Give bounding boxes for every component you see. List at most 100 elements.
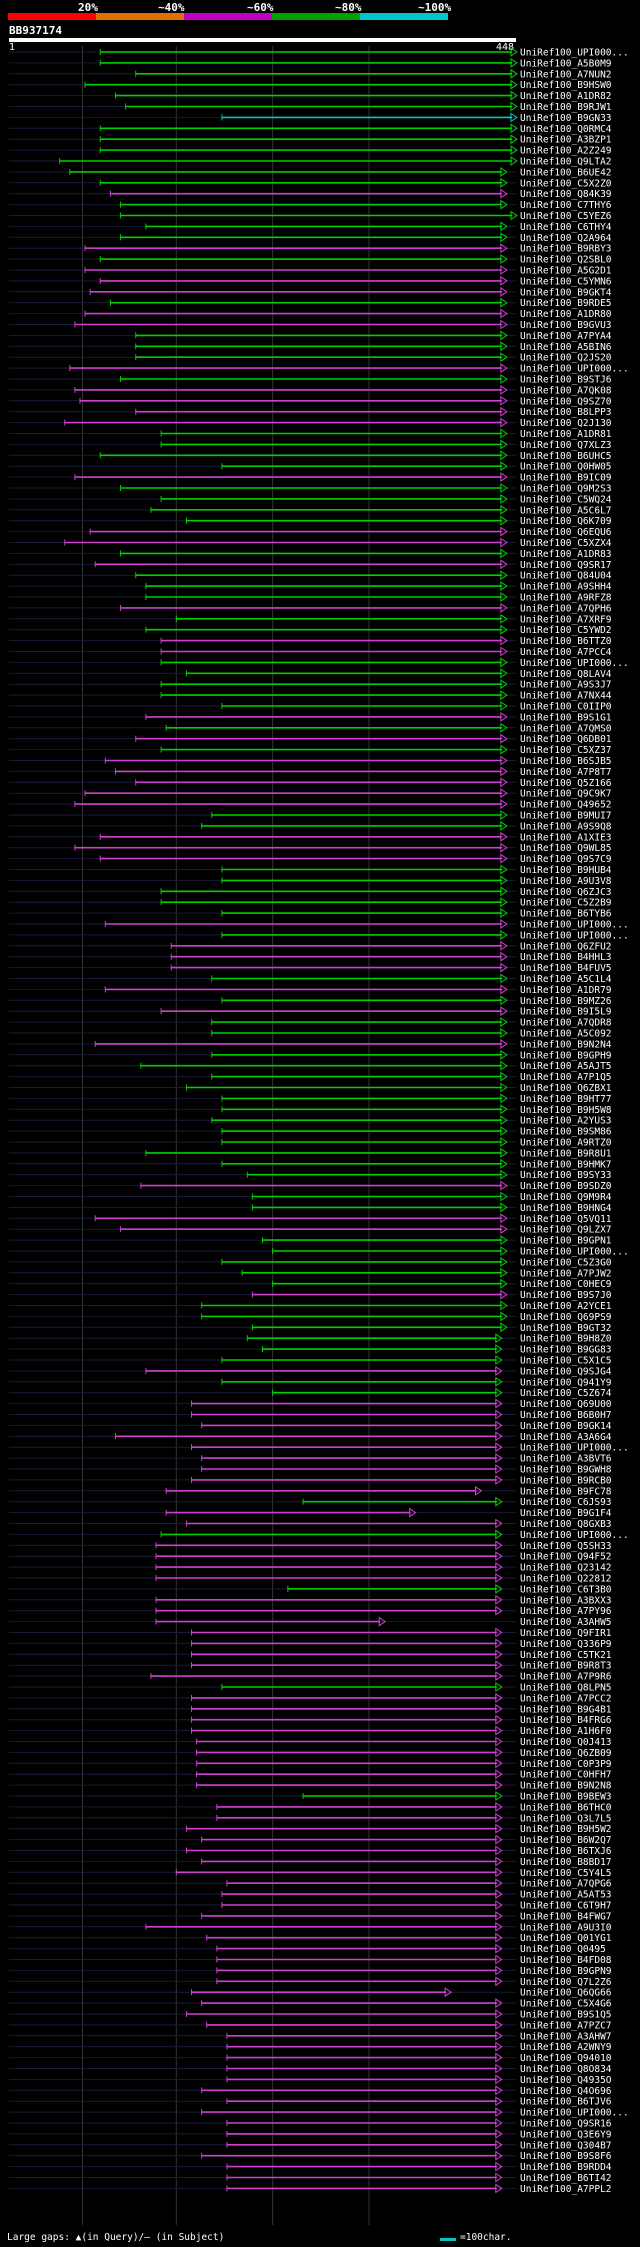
hit-row[interactable]: UniRef100_Q6DB01 (9, 733, 612, 745)
hit-row[interactable]: UniRef100_UPI000... (9, 1529, 629, 1541)
hit-row[interactable]: UniRef100_B4FD08 (9, 1954, 612, 1966)
hit-row[interactable]: UniRef100_B9H5W8 (9, 1104, 612, 1116)
hit-row[interactable]: UniRef100_A7PCC2 (9, 1692, 612, 1704)
hit-row[interactable]: UniRef100_B9GVU3 (9, 319, 612, 331)
hit-row[interactable]: UniRef100_A3A6G4 (9, 1431, 612, 1443)
hit-row[interactable]: UniRef100_Q9FIR1 (9, 1627, 612, 1639)
hit-row[interactable]: UniRef100_A5AJT5 (9, 1060, 612, 1072)
hit-row[interactable]: UniRef100_A7PZC7 (9, 2019, 612, 2031)
hit-row[interactable]: UniRef100_Q5Z166 (9, 777, 612, 789)
hit-row[interactable]: UniRef100_Q94F52 (9, 1551, 612, 1563)
hit-row[interactable]: UniRef100_C0HEC9 (9, 1278, 612, 1290)
hit-row[interactable]: UniRef100_Q4O696 (9, 2085, 612, 2097)
hit-row[interactable]: UniRef100_B9HMK7 (9, 1158, 612, 1170)
hit-row[interactable]: UniRef100_Q49652 (9, 799, 612, 811)
hit-row[interactable]: UniRef100_Q336P9 (9, 1638, 612, 1650)
hit-row[interactable]: UniRef100_Q6ZFU2 (9, 940, 612, 952)
hit-row[interactable]: UniRef100_UPI000... (9, 919, 629, 931)
hit-row[interactable]: UniRef100_A9RTZ0 (9, 1137, 612, 1149)
hit-row[interactable]: UniRef100_Q0HW05 (9, 461, 612, 473)
hit-row[interactable]: UniRef100_A3BZP1 (9, 134, 612, 146)
hit-row[interactable]: UniRef100_B9STJ6 (9, 374, 612, 386)
hit-row[interactable]: UniRef100_Q6ZB09 (9, 1747, 612, 1759)
hit-row[interactable]: UniRef100_B8BD17 (9, 1856, 612, 1868)
hit-row[interactable]: UniRef100_C0IIP0 (9, 701, 612, 713)
hit-row[interactable]: UniRef100_B9G1F4 (9, 1507, 612, 1519)
hit-row[interactable]: UniRef100_C5YWD2 (9, 624, 612, 636)
hit-row[interactable]: UniRef100_B6TYB6 (9, 908, 612, 920)
hit-row[interactable]: UniRef100_A1DR80 (9, 308, 612, 320)
hit-row[interactable]: UniRef100_B9G4B1 (9, 1703, 612, 1715)
hit-row[interactable]: UniRef100_A2YUS3 (9, 1115, 612, 1127)
hit-row[interactable]: UniRef100_Q9LZX7 (9, 1224, 612, 1236)
hit-row[interactable]: UniRef100_B9SY33 (9, 1169, 612, 1181)
hit-row[interactable]: UniRef100_Q01YG1 (9, 1932, 612, 1944)
hit-row[interactable]: UniRef100_B6THC0 (9, 1801, 612, 1813)
hit-row[interactable]: UniRef100_C5XZX4 (9, 537, 612, 549)
hit-row[interactable]: UniRef100_B9GPH9 (9, 1049, 612, 1061)
hit-row[interactable]: UniRef100_C6JS93 (9, 1496, 612, 1508)
hit-row[interactable]: UniRef100_A5AT53 (9, 1889, 612, 1901)
hit-row[interactable]: UniRef100_A7PJW2 (9, 1267, 612, 1279)
hit-row[interactable]: UniRef100_B8LPP3 (9, 406, 612, 418)
hit-row[interactable]: UniRef100_A5C6L7 (9, 504, 612, 516)
hit-row[interactable]: UniRef100_C5YMN6 (9, 275, 612, 287)
hit-row[interactable]: UniRef100_B6TJV6 (9, 2096, 612, 2108)
hit-row[interactable]: UniRef100_A1DR81 (9, 428, 612, 440)
hit-row[interactable]: UniRef100_B6B0H7 (9, 1409, 612, 1421)
hit-row[interactable]: UniRef100_Q8O834 (9, 2063, 612, 2075)
hit-row[interactable]: UniRef100_UPI000... (9, 657, 629, 669)
hit-row[interactable]: UniRef100_UPI000... (9, 47, 629, 59)
hit-row[interactable]: UniRef100_Q304B7 (9, 2139, 612, 2151)
hit-row[interactable]: UniRef100_B9RJW1 (9, 101, 612, 113)
hit-row[interactable]: UniRef100_Q2J130 (9, 417, 612, 429)
hit-row[interactable]: UniRef100_A7NX44 (9, 690, 612, 702)
hit-row[interactable]: UniRef100_A7PYA4 (9, 330, 612, 342)
hit-row[interactable]: UniRef100_C5XZ37 (9, 744, 612, 756)
hit-row[interactable]: UniRef100_Q6ZBX1 (9, 1082, 612, 1094)
hit-row[interactable]: UniRef100_B9GPN9 (9, 1965, 612, 1977)
hit-row[interactable]: UniRef100_A7P1Q5 (9, 1071, 612, 1083)
hit-row[interactable]: UniRef100_A1DR79 (9, 984, 612, 996)
hit-row[interactable]: UniRef100_B9MZ26 (9, 995, 612, 1007)
hit-row[interactable]: UniRef100_A2WNY9 (9, 2041, 612, 2053)
hit-row[interactable]: UniRef100_Q5VQ11 (9, 1213, 612, 1225)
hit-row[interactable]: UniRef100_B9RDD4 (9, 2161, 612, 2173)
hit-row[interactable]: UniRef100_A7QPH6 (9, 602, 612, 614)
hit-row[interactable]: UniRef100_A9SHH4 (9, 581, 612, 593)
hit-row[interactable]: UniRef100_B9BEW3 (9, 1791, 612, 1803)
hit-row[interactable]: UniRef100_Q9SJG4 (9, 1365, 612, 1377)
hit-row[interactable]: UniRef100_C5Z3G0 (9, 1256, 612, 1268)
hit-row[interactable]: UniRef100_A7QDR8 (9, 1017, 612, 1029)
hit-row[interactable]: UniRef100_A5BIN6 (9, 341, 612, 353)
hit-row[interactable]: UniRef100_B9IC09 (9, 472, 612, 484)
hit-row[interactable]: UniRef100_C6T3B0 (9, 1583, 612, 1595)
hit-row[interactable]: UniRef100_B9S1G1 (9, 711, 612, 723)
hit-row[interactable]: UniRef100_B9GK14 (9, 1420, 612, 1432)
hit-row[interactable]: UniRef100_A7QPG6 (9, 1878, 612, 1890)
hit-row[interactable]: UniRef100_A5B0M9 (9, 57, 612, 69)
hit-row[interactable]: UniRef100_Q9SR16 (9, 2118, 612, 2130)
hit-row[interactable]: UniRef100_Q0RMC4 (9, 123, 612, 135)
hit-row[interactable]: UniRef100_B9S8F6 (9, 2150, 612, 2162)
hit-row[interactable]: UniRef100_C5X1C5 (9, 1355, 612, 1367)
hit-row[interactable]: UniRef100_Q7L2Z6 (9, 1976, 612, 1988)
hit-row[interactable]: UniRef100_Q0J413 (9, 1736, 612, 1748)
hit-row[interactable]: UniRef100_Q2JS20 (9, 352, 612, 364)
hit-row[interactable]: UniRef100_B9SDZ0 (9, 1180, 612, 1192)
hit-row[interactable]: UniRef100_A7NUN2 (9, 68, 612, 80)
hit-row[interactable]: UniRef100_B9SM86 (9, 1126, 612, 1138)
hit-row[interactable]: UniRef100_A9S3J7 (9, 679, 612, 691)
hit-row[interactable]: UniRef100_Q941Y9 (9, 1376, 612, 1388)
hit-row[interactable]: UniRef100_B9HT77 (9, 1093, 612, 1105)
hit-row[interactable]: UniRef100_B9HNG4 (9, 1202, 612, 1214)
hit-row[interactable]: UniRef100_C5WQ24 (9, 493, 612, 505)
hit-row[interactable]: UniRef100_B9S1Q5 (9, 2009, 612, 2021)
hit-row[interactable]: UniRef100_B9GKT4 (9, 286, 612, 298)
hit-row[interactable]: UniRef100_Q6EQU6 (9, 526, 612, 538)
hit-row[interactable]: UniRef100_B6W2Q7 (9, 1834, 612, 1846)
hit-row[interactable]: UniRef100_A7P8T7 (9, 766, 612, 778)
hit-row[interactable]: UniRef100_B9HUB4 (9, 864, 612, 876)
hit-row[interactable]: UniRef100_C5Y4L5 (9, 1867, 612, 1879)
hit-row[interactable]: UniRef100_C5TK21 (9, 1649, 612, 1661)
